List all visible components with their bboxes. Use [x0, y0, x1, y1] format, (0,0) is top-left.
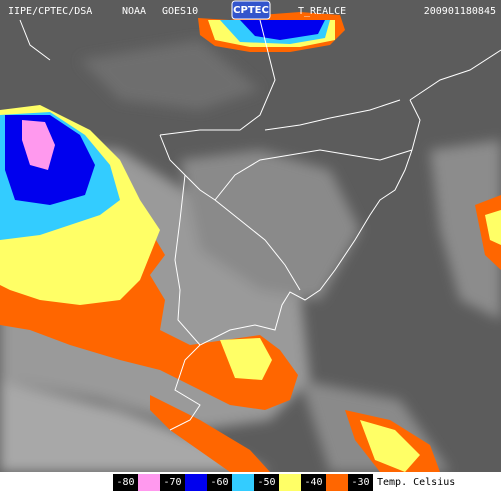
legend-swatch — [185, 474, 207, 491]
header-satellite: NOAA — [122, 6, 146, 17]
legend-swatch — [232, 474, 254, 491]
legend: -80 -70 -60 -50 -40 -30 Temp. Celsius — [113, 474, 455, 491]
legend-label-box — [348, 474, 373, 491]
legend-value: -30 — [351, 477, 369, 488]
cold-tops — [0, 12, 501, 472]
legend-value: -40 — [304, 477, 322, 488]
legend-swatch — [138, 474, 160, 491]
header-instrument: GOES10 — [162, 6, 198, 17]
header-source: IIPE/CPTEC/DSA — [8, 6, 92, 17]
header-product: T_REALCE — [298, 6, 346, 17]
borders-coastlines — [19, 19, 501, 431]
legend-value: -80 — [116, 477, 134, 488]
legend-value: -70 — [163, 477, 181, 488]
legend-value: -60 — [210, 477, 228, 488]
legend-label-box — [160, 474, 185, 491]
legend-value: -50 — [257, 477, 275, 488]
logo-badge — [231, 0, 271, 20]
legend-label-box — [301, 474, 326, 491]
legend-unit: Temp. Celsius — [377, 477, 455, 488]
legend-label-box — [113, 474, 138, 491]
logo: CPTEC — [233, 5, 269, 16]
legend-label-box — [207, 474, 232, 491]
legend-label-box — [254, 474, 279, 491]
header-timestamp: 200901180845 — [424, 6, 496, 17]
legend-swatch — [326, 474, 348, 491]
legend-swatch — [279, 474, 301, 491]
